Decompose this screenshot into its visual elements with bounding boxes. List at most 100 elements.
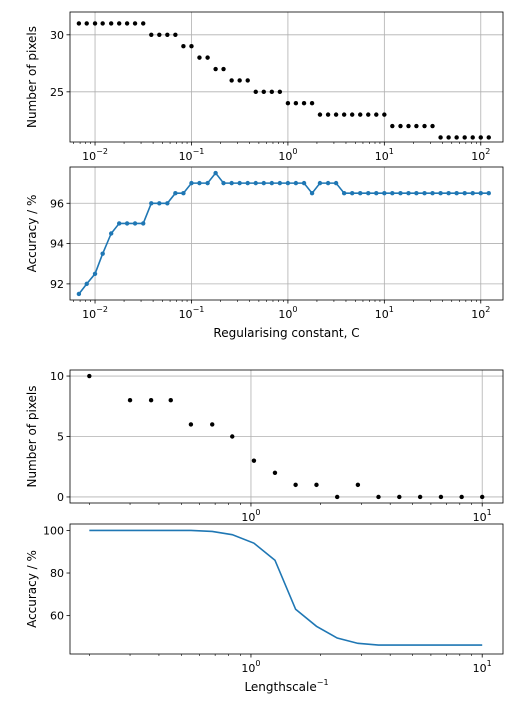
data-point	[366, 190, 371, 196]
data-point	[317, 112, 323, 117]
data-point	[317, 180, 323, 186]
data-point	[84, 21, 89, 26]
data-point	[390, 123, 395, 129]
data-point	[314, 482, 319, 488]
x-tick-label: 100	[278, 147, 297, 163]
data-point	[197, 55, 202, 60]
data-point	[417, 494, 423, 500]
y-tick-label: 100	[43, 524, 64, 537]
data-point	[181, 44, 186, 49]
data-point	[462, 135, 467, 140]
plot-frame	[69, 369, 504, 504]
data-point	[349, 112, 355, 117]
data-point	[398, 123, 403, 129]
data-point	[108, 231, 114, 236]
data-point	[366, 112, 371, 117]
data-point	[76, 291, 82, 297]
data-point	[454, 190, 459, 196]
data-point	[148, 398, 154, 403]
data-point	[237, 180, 242, 186]
x-tick-label: 10−2	[82, 147, 108, 163]
x-tick-label: 100	[241, 659, 260, 675]
data-point	[173, 190, 178, 196]
data-point	[333, 180, 339, 186]
data-point	[245, 180, 250, 186]
data-point	[124, 221, 130, 226]
data-point	[478, 190, 483, 196]
y-tick-label: 30	[50, 29, 64, 42]
y-tick-label: 80	[50, 567, 64, 580]
data-point	[100, 251, 105, 256]
data-point	[486, 190, 491, 196]
data-point	[355, 482, 361, 488]
data-point	[84, 281, 89, 287]
data-point	[116, 221, 122, 226]
data-point	[470, 190, 475, 196]
data-point	[205, 180, 210, 186]
plot-frame	[69, 166, 504, 301]
data-point	[358, 112, 363, 117]
data-point	[285, 101, 291, 106]
y-tick-label: 96	[50, 197, 64, 210]
data-point	[414, 190, 419, 196]
y-axis-label: Number of pixels	[25, 385, 39, 487]
series-line	[89, 529, 483, 646]
data-point	[446, 135, 451, 140]
x-axis-label: Regularising constant, C	[213, 326, 359, 340]
data-point	[446, 190, 451, 196]
data-point	[325, 112, 331, 117]
data-point	[486, 135, 491, 140]
data-point	[108, 21, 114, 26]
data-point	[341, 112, 347, 117]
x-tick-label: 102	[471, 147, 490, 163]
x-tick-label: 100	[278, 305, 297, 321]
data-point	[382, 190, 387, 196]
data-point	[189, 44, 194, 49]
data-point	[149, 32, 154, 38]
data-point	[454, 135, 459, 140]
data-point	[141, 221, 146, 226]
data-point	[261, 89, 266, 95]
panel-pixels-vs-lengthscale: 100 101 0 5 10 Number of pixels	[25, 369, 504, 524]
plot-frame	[69, 523, 504, 655]
panel-pixels-vs-regularising-constant: 10−2 10−1 100 101 102 25 30 Number of pixels	[25, 11, 504, 163]
data-point	[480, 494, 485, 500]
data-point	[293, 180, 299, 186]
x-axis-label: Lengthscale−1	[244, 678, 328, 694]
data-point	[157, 201, 162, 206]
data-point	[245, 78, 250, 83]
data-point	[213, 66, 218, 72]
data-point	[438, 190, 443, 196]
data-point	[116, 21, 122, 26]
x-tick-label: 101	[473, 508, 492, 524]
data-point	[229, 78, 234, 83]
data-point	[87, 373, 92, 379]
data-point	[165, 201, 170, 206]
x-tick-label: 10−1	[179, 147, 205, 163]
data-point	[293, 101, 299, 106]
data-point	[269, 89, 275, 95]
x-tick-label: 101	[375, 305, 394, 321]
data-point	[165, 32, 170, 38]
data-point	[430, 190, 435, 196]
data-point	[398, 190, 403, 196]
data-point	[251, 458, 257, 463]
data-point	[390, 190, 395, 196]
data-point	[127, 398, 133, 403]
data-point	[188, 422, 194, 427]
data-point	[230, 434, 235, 439]
data-point	[438, 135, 443, 140]
data-point	[422, 123, 427, 129]
data-point	[100, 21, 105, 26]
data-point	[349, 190, 355, 196]
y-axis-label: Accuracy / %	[25, 195, 39, 273]
data-point	[277, 89, 283, 95]
y-tick-label: 10	[50, 370, 64, 383]
data-point	[309, 101, 315, 106]
data-point	[301, 101, 307, 106]
data-point	[430, 123, 435, 129]
data-point	[478, 135, 483, 140]
data-point	[92, 271, 98, 277]
data-point	[376, 494, 381, 500]
